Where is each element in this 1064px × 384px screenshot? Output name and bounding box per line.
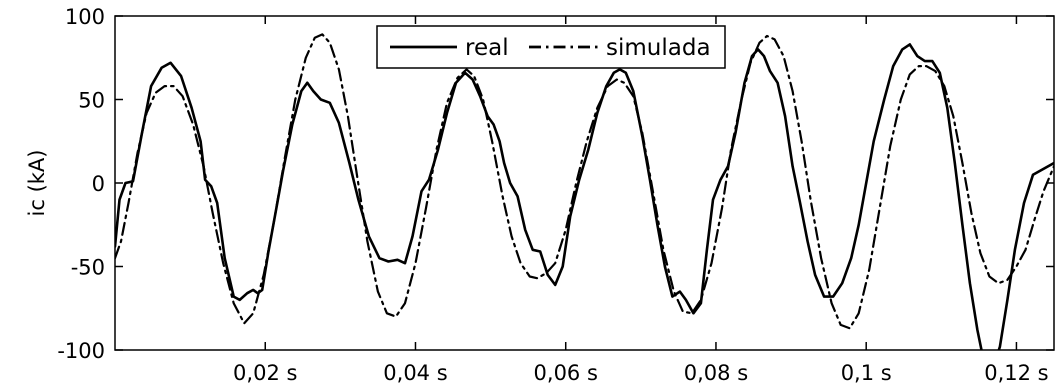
legend-label-simulada: simulada <box>606 35 711 61</box>
x-tick-label-5: 0,12 s <box>984 361 1048 384</box>
legend-label-real: real <box>465 35 509 61</box>
x-tick-label-4: 0,1 s <box>841 361 892 384</box>
y-tick-label-3: -50 <box>71 256 105 280</box>
y-tick-label-2: 0 <box>92 172 105 196</box>
series-layer <box>115 33 1054 350</box>
legend: real simulada <box>376 25 726 69</box>
series-line-simulada <box>115 33 1054 330</box>
x-tick-label-2: 0,06 s <box>534 361 598 384</box>
x-tick-label-0: 0,02 s <box>233 361 297 384</box>
x-tick-label-1: 0,04 s <box>383 361 447 384</box>
y-axis-label: ic (kA) <box>25 150 49 217</box>
x-tick-label-3: 0,08 s <box>684 361 748 384</box>
ticks-layer: 0,02 s 0,04 s 0,06 s 0,08 s 0,1 s 0,12 s 100 50… <box>57 5 1054 384</box>
y-tick-label-1: 50 <box>78 89 105 113</box>
y-tick-label-0: 100 <box>65 5 105 29</box>
y-tick-label-4: -100 <box>57 339 105 363</box>
series-line-real <box>115 43 1054 350</box>
